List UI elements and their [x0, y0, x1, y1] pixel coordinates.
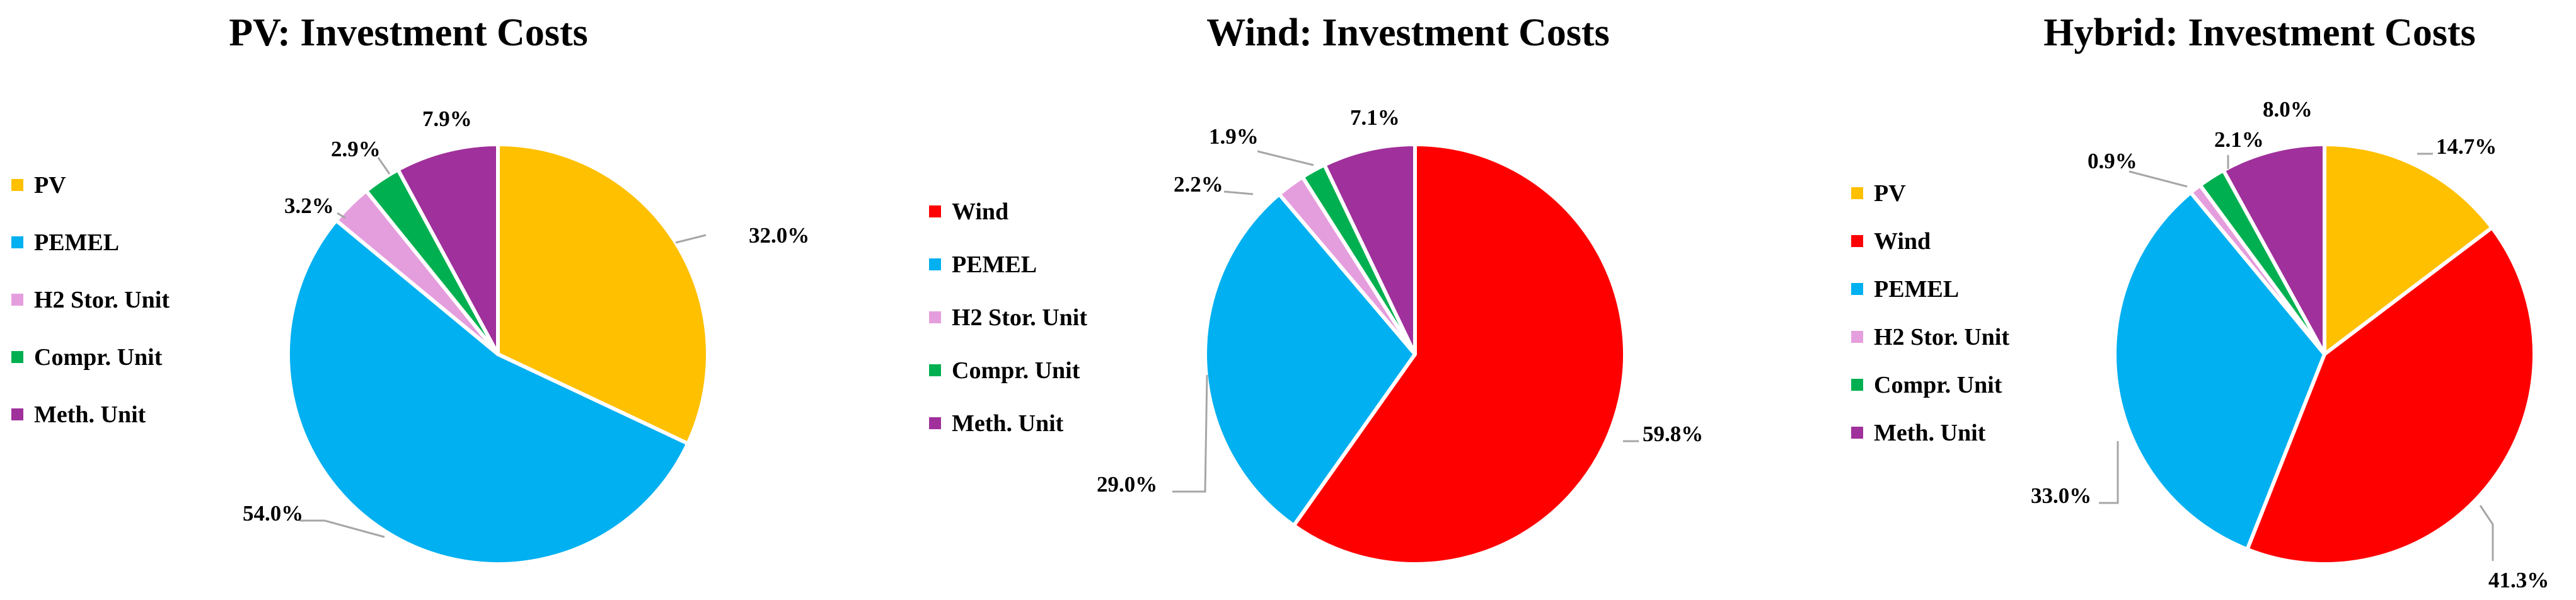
wind-legend-swatch-wind [929, 205, 941, 217]
hybrid-legend-label-meth-unit: Meth. Unit [1874, 420, 1986, 446]
hybrid-leader-line-wind [2479, 505, 2494, 561]
pv-leader-line-h2-stor-unit [337, 212, 346, 219]
wind-legend-label-compr-unit: Compr. Unit [952, 357, 1080, 384]
wind-chart-title: Wind: Investment Costs [1206, 11, 1610, 54]
hybrid-data-label-meth-unit: 8.0% [2263, 97, 2313, 122]
wind-legend-swatch-pemel [929, 258, 941, 270]
pv-data-label-compr-unit: 2.9% [331, 137, 381, 161]
wind-legend-label-pemel: PEMEL [952, 251, 1037, 278]
hybrid-pie [2113, 142, 2537, 566]
pv-chart-title: PV: Investment Costs [229, 11, 587, 54]
hybrid-legend-swatch-pemel [1851, 283, 1863, 295]
pv-leader-line-pemel [299, 519, 385, 538]
pv-legend-swatch-compr-unit [11, 351, 23, 363]
hybrid-data-label-compr-unit: 2.1% [2214, 127, 2264, 152]
pv-legend-label-h2-stor-unit: H2 Stor. Unit [34, 287, 170, 313]
pv-legend-swatch-h2-stor-unit [11, 294, 23, 306]
hybrid-legend-label-h2-stor-unit: H2 Stor. Unit [1874, 324, 2009, 350]
hybrid-legend-label-pv: PV [1874, 180, 1906, 207]
wind-pie [1203, 142, 1627, 566]
pv-legend-swatch-pv [11, 179, 23, 191]
pv-pie [286, 142, 710, 567]
wind-data-label-meth-unit: 7.1% [1350, 105, 1400, 130]
hybrid-leader-line-pemel [2099, 441, 2119, 504]
hybrid-legend-swatch-wind [1851, 235, 1863, 247]
hybrid-legend-label-pemel: PEMEL [1874, 276, 1959, 303]
wind-data-label-h2-stor-unit: 2.2% [1174, 172, 1223, 197]
wind-leader-line-h2-stor-unit [1223, 190, 1254, 195]
hybrid-legend-swatch-meth-unit [1851, 427, 1863, 439]
wind-legend-swatch-h2-stor-unit [929, 311, 941, 323]
pv-data-label-meth-unit: 7.9% [422, 107, 472, 131]
pv-slice-pemel [286, 218, 690, 567]
wind-slice-pemel [1203, 192, 1417, 528]
hybrid-leader-line-h2-stor-unit [2128, 170, 2188, 188]
pv-data-label-pemel: 54.0% [243, 501, 303, 526]
wind-legend-label-wind: Wind [952, 199, 1008, 225]
hybrid-chart-title: Hybrid: Investment Costs [2043, 11, 2475, 54]
hybrid-slice-wind [2245, 226, 2537, 566]
pv-data-label-pv: 32.0% [749, 223, 809, 248]
hybrid-data-label-wind: 41.3% [2488, 568, 2549, 592]
hybrid-legend-swatch-pv [1851, 187, 1863, 199]
pv-leader-line-compr-unit [377, 157, 391, 175]
hybrid-data-label-pemel: 33.0% [2031, 483, 2091, 508]
wind-legend-label-h2-stor-unit: H2 Stor. Unit [952, 304, 1087, 331]
hybrid-legend-swatch-h2-stor-unit [1851, 331, 1863, 343]
pv-legend-label-pv: PV [34, 172, 66, 199]
wind-leader-line-pemel [1172, 374, 1208, 493]
pv-leader-line-pv [675, 234, 707, 244]
wind-slice-wind [1291, 142, 1627, 566]
pv-slice-meth-unit [396, 142, 500, 356]
wind-legend-swatch-compr-unit [929, 364, 941, 376]
pv-legend-label-meth-unit: Meth. Unit [34, 401, 146, 428]
wind-slice-meth-unit [1322, 142, 1417, 356]
pv-slice-pv [496, 142, 710, 446]
wind-data-label-compr-unit: 1.9% [1209, 124, 1259, 149]
wind-data-label-pemel: 29.0% [1097, 472, 1157, 497]
hybrid-legend-swatch-compr-unit [1851, 379, 1863, 391]
wind-legend-swatch-meth-unit [929, 417, 941, 429]
pv-legend-label-compr-unit: Compr. Unit [34, 344, 163, 371]
pv-legend-swatch-meth-unit [11, 408, 23, 420]
hybrid-legend-label-wind: Wind [1874, 228, 1931, 255]
wind-data-label-wind: 59.8% [1643, 422, 1703, 446]
hybrid-slice-pemel [2113, 190, 2326, 551]
hybrid-slice-pv [2323, 142, 2494, 356]
hybrid-legend-label-compr-unit: Compr. Unit [1874, 372, 2002, 398]
pv-legend-label-pemel: PEMEL [34, 229, 119, 256]
pv-data-label-h2-stor-unit: 3.2% [284, 193, 334, 218]
wind-leader-line-compr-unit [1257, 150, 1314, 166]
wind-legend-label-meth-unit: Meth. Unit [952, 410, 1064, 437]
pv-legend-swatch-pemel [11, 236, 23, 248]
hybrid-data-label-h2-stor-unit: 0.9% [2088, 149, 2137, 173]
hybrid-data-label-pv: 14.7% [2436, 134, 2497, 159]
